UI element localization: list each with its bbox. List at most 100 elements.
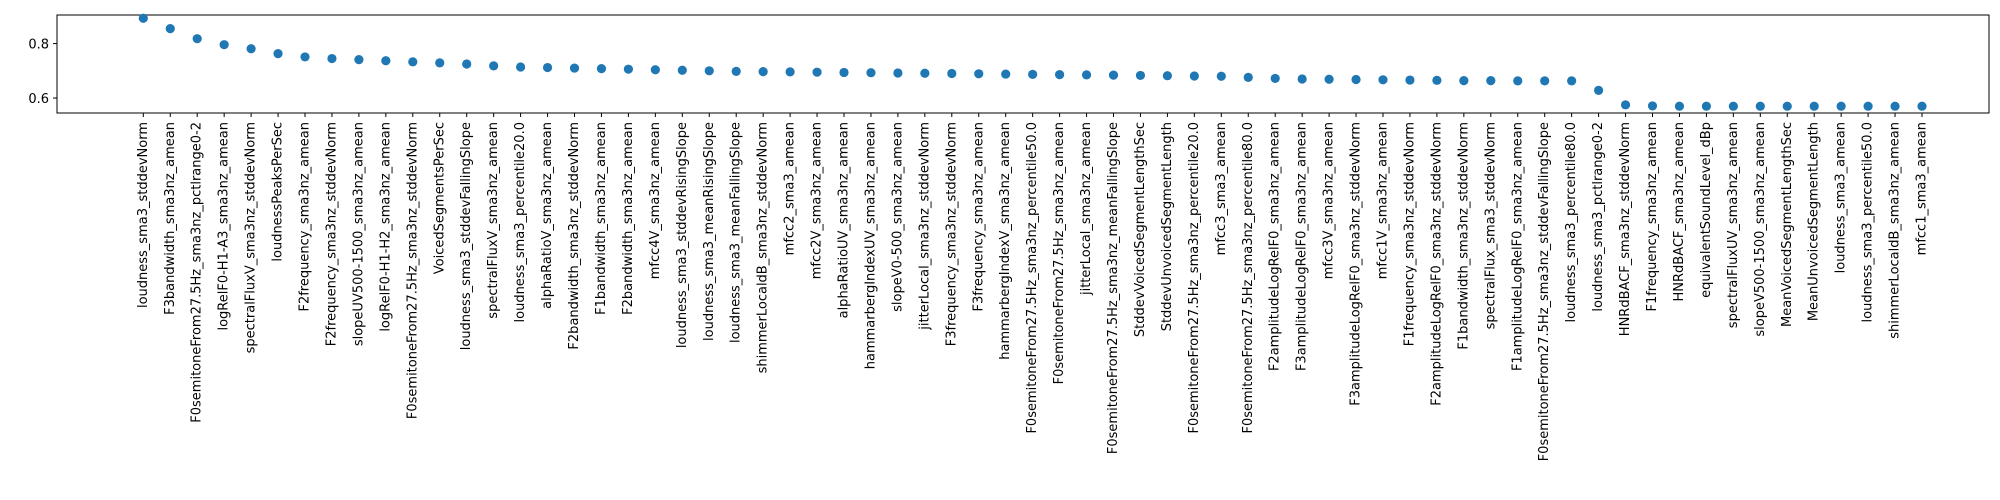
data-point [812,67,822,77]
x-tick-label: spectralFluxUV_sma3nz_amean [1726,122,1741,328]
data-point [381,56,391,66]
x-tick-label: spectralFluxV_sma3nz_stddevNorm [244,122,259,353]
data-point [138,13,148,23]
data-point [974,69,984,79]
x-tick-label: F3bandwidth_sma3nz_amean [163,122,178,315]
x-tick-label: F0semitoneFrom27.5Hz_sma3nz_percentile20… [1187,122,1202,434]
x-tick-label: F2frequency_sma3nz_amean [298,122,313,312]
data-point [1081,70,1092,80]
x-tick-label: MeanVoicedSegmentLengthSec [1780,122,1795,327]
x-tick-label: loudness_sma3_meanRisingSlope [702,122,717,341]
data-point [1890,101,1900,111]
x-tick-label: mfcc1V_sma3nz_amean [1376,122,1391,279]
x-tick-label: slopeUV500-1500_sma3nz_amean [351,122,366,346]
x-tick-label: loudness_sma3_amean [1834,122,1849,273]
data-point [920,68,930,78]
x-tick-label: F1frequency_sma3nz_amean [1645,122,1660,312]
x-tick-label: loudness_sma3_percentile50.0 [1861,122,1876,322]
data-point [1432,75,1442,85]
data-point [1620,100,1631,110]
data-point [1378,75,1388,85]
x-tick-label: F2bandwidth_sma3nz_stddevNorm [567,122,582,350]
data-point [704,66,714,76]
x-tick-label: shimmerLocaldB_sma3nz_amean [1888,122,1903,339]
data-point [1189,71,1199,81]
x-tick-label: loudness_sma3_stddevFallingSlope [459,122,474,350]
x-tick-label: F0semitoneFrom27.5Hz_sma3nz_meanFallingS… [1106,122,1121,454]
x-tick-label: F0semitoneFrom27.5Hz_sma3nz_amean [1052,122,1067,384]
data-point [947,68,957,79]
data-point [839,67,849,78]
x-tick-label: MeanUnvoicedSegmentLength [1807,122,1822,321]
data-point [462,59,472,69]
x-tick-label: slopeV0-500_sma3nz_amean [890,122,905,312]
data-point [1701,101,1711,111]
data-point [1809,101,1819,111]
x-tick-label: logRelF0-H1-A3_sma3nz_amean [217,122,232,331]
x-axis: loudness_sma3_stddevNorm F3bandwidth_sma3… [136,113,1930,461]
x-tick-label: alphaRatioUV_sma3nz_amean [837,122,852,318]
data-point [1028,69,1038,79]
x-tick-label: loudness_sma3_stddevNorm [136,122,151,308]
data-point [569,63,580,73]
x-tick-label: mfcc3V_sma3nz_amean [1322,122,1337,279]
data-point [1836,101,1846,111]
data-point [1243,72,1253,82]
data-point [1540,76,1550,86]
data-point [1162,71,1172,81]
x-tick-label: mfcc4V_sma3nz_amean [648,122,663,279]
data-point [1728,101,1738,111]
data-point [1755,101,1765,111]
data-point [1863,101,1873,111]
data-point [1405,75,1415,85]
data-point [623,64,634,74]
data-point [893,68,903,78]
x-tick-label: F0semitoneFrom27.5Hz_sma3nz_percentile80… [1241,122,1256,434]
x-tick-label: F3frequency_sma3nz_stddevNorm [944,122,959,346]
x-tick-label: mfcc2V_sma3nz_amean [810,122,825,279]
x-tick-label: hammarbergIndexV_sma3nz_amean [998,122,1013,360]
x-tick-label: loudness_sma3_pctlrange0-2 [1591,122,1606,312]
data-point [1486,76,1496,86]
data-point [866,68,876,78]
x-tick-label: loudness_sma3_percentile80.0 [1564,122,1579,322]
x-tick-label: hammarbergIndexUV_sma3nz_amean [863,122,878,369]
x-tick-label: shimmerLocaldB_sma3nz_stddevNorm [756,122,771,373]
data-point [1513,76,1523,86]
data-point [1351,74,1361,85]
data-point [1647,101,1658,111]
data-point [165,24,175,34]
data-point [1567,76,1577,86]
x-tick-label: jitterLocal_sma3nz_amean [1079,122,1094,296]
x-tick-label: loudness_sma3_stddevRisingSlope [675,122,690,348]
data-point [1324,74,1334,84]
x-tick-label: loudness_sma3_percentile20.0 [513,122,528,322]
x-tick-label: F1frequency_sma3nz_stddevNorm [1402,122,1417,346]
x-tick-label: spectralFlux_sma3_stddevNorm [1483,122,1498,329]
data-point [516,62,526,72]
data-points [138,13,1927,111]
x-tick-label: loudnessPeaksPerSec [271,122,286,262]
data-point [219,40,229,50]
x-tick-label: F1amplitudeLogRelF0_sma3nz_amean [1510,122,1525,371]
plot-area-frame [56,14,1990,114]
x-tick-label: F0semitoneFrom27.5Hz_sma3nz_stddevNorm [405,122,420,419]
y-tick-label: 0.8 [28,38,49,53]
data-point [1270,73,1280,84]
data-point [327,53,337,64]
data-point [596,64,607,74]
x-tick-label: mfcc2_sma3_amean [783,122,798,255]
data-point [542,62,553,73]
x-tick-label: F2amplitudeLogRelF0_sma3nz_stddevNorm [1429,122,1444,406]
data-point [1459,76,1469,86]
x-tick-label: F1bandwidth_sma3nz_stddevNorm [1456,122,1471,350]
x-tick-label: logRelF0-H1-H2_sma3nz_amean [378,122,393,332]
data-point [300,52,310,62]
x-tick-label: F3amplitudeLogRelF0_sma3nz_amean [1295,122,1310,371]
data-point [1216,71,1226,81]
x-tick-label: F1bandwidth_sma3nz_amean [594,122,609,315]
data-point [758,67,768,77]
data-point [1001,69,1011,79]
data-point [1297,74,1307,84]
data-point [192,34,202,44]
